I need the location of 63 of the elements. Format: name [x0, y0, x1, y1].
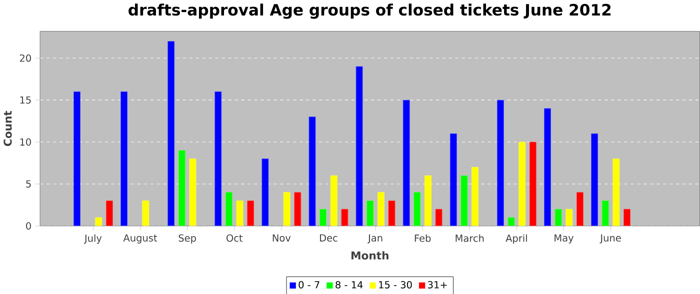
legend-label: 0 - 7	[298, 280, 320, 288]
y-tick-label: 15	[20, 96, 31, 104]
bar	[424, 175, 432, 226]
bar	[120, 91, 128, 226]
bar	[576, 192, 584, 226]
bar	[247, 200, 254, 226]
bar	[518, 142, 526, 226]
y-tick-label: 20	[20, 54, 31, 62]
bar	[294, 192, 302, 226]
bar	[450, 133, 457, 226]
bar	[95, 217, 102, 226]
legend-label: 15 - 30	[379, 280, 412, 288]
bar	[435, 208, 442, 226]
y-tick-label: 0	[26, 222, 31, 230]
bar	[554, 208, 562, 226]
x-tick-label: Sep	[178, 234, 196, 244]
bar	[377, 192, 384, 226]
y-axis-title: Count	[4, 110, 12, 146]
bar	[330, 175, 338, 226]
bar	[388, 200, 396, 226]
y-tick-label: 10	[20, 138, 31, 146]
x-tick-label: Nov	[272, 234, 291, 242]
x-tick-label: Feb	[414, 234, 431, 242]
bar	[168, 40, 175, 226]
bar	[472, 166, 478, 226]
x-tick-label: July	[84, 234, 102, 244]
x-tick-label: May	[554, 234, 574, 244]
bar	[366, 200, 374, 226]
bar	[189, 158, 196, 226]
bar	[402, 100, 410, 226]
bar	[74, 91, 80, 226]
bar	[320, 208, 327, 226]
x-axis-title: Month	[352, 250, 388, 260]
bar	[341, 208, 348, 226]
bar	[529, 142, 536, 226]
bar	[214, 91, 222, 226]
x-tick-label: August	[123, 234, 158, 244]
bar	[178, 150, 186, 226]
bar	[612, 158, 620, 226]
bar	[497, 100, 504, 226]
bar	[414, 192, 421, 226]
chart-title: drafts-approval Age groups of closed tickets June 2012	[128, 3, 611, 19]
bar	[544, 108, 551, 226]
bar	[566, 208, 573, 226]
x-tick-label: March	[456, 234, 484, 242]
bar	[106, 200, 113, 226]
bar	[236, 200, 244, 226]
x-tick-label: Jan	[368, 234, 382, 244]
x-tick-label: June	[600, 234, 621, 244]
x-tick-label: Dec	[320, 234, 338, 242]
bar	[602, 200, 609, 226]
x-tick-label: April	[506, 234, 527, 244]
x-tick-label: Oct	[226, 234, 243, 242]
bar	[591, 133, 598, 226]
legend-label: 31+	[428, 280, 447, 288]
bar	[624, 208, 630, 226]
bar	[283, 192, 290, 226]
bar	[226, 192, 232, 226]
bar	[460, 175, 468, 226]
bar	[142, 200, 150, 226]
legend-label: 8 - 14	[336, 280, 363, 288]
y-tick-label: 5	[26, 180, 31, 188]
bar	[508, 217, 515, 226]
